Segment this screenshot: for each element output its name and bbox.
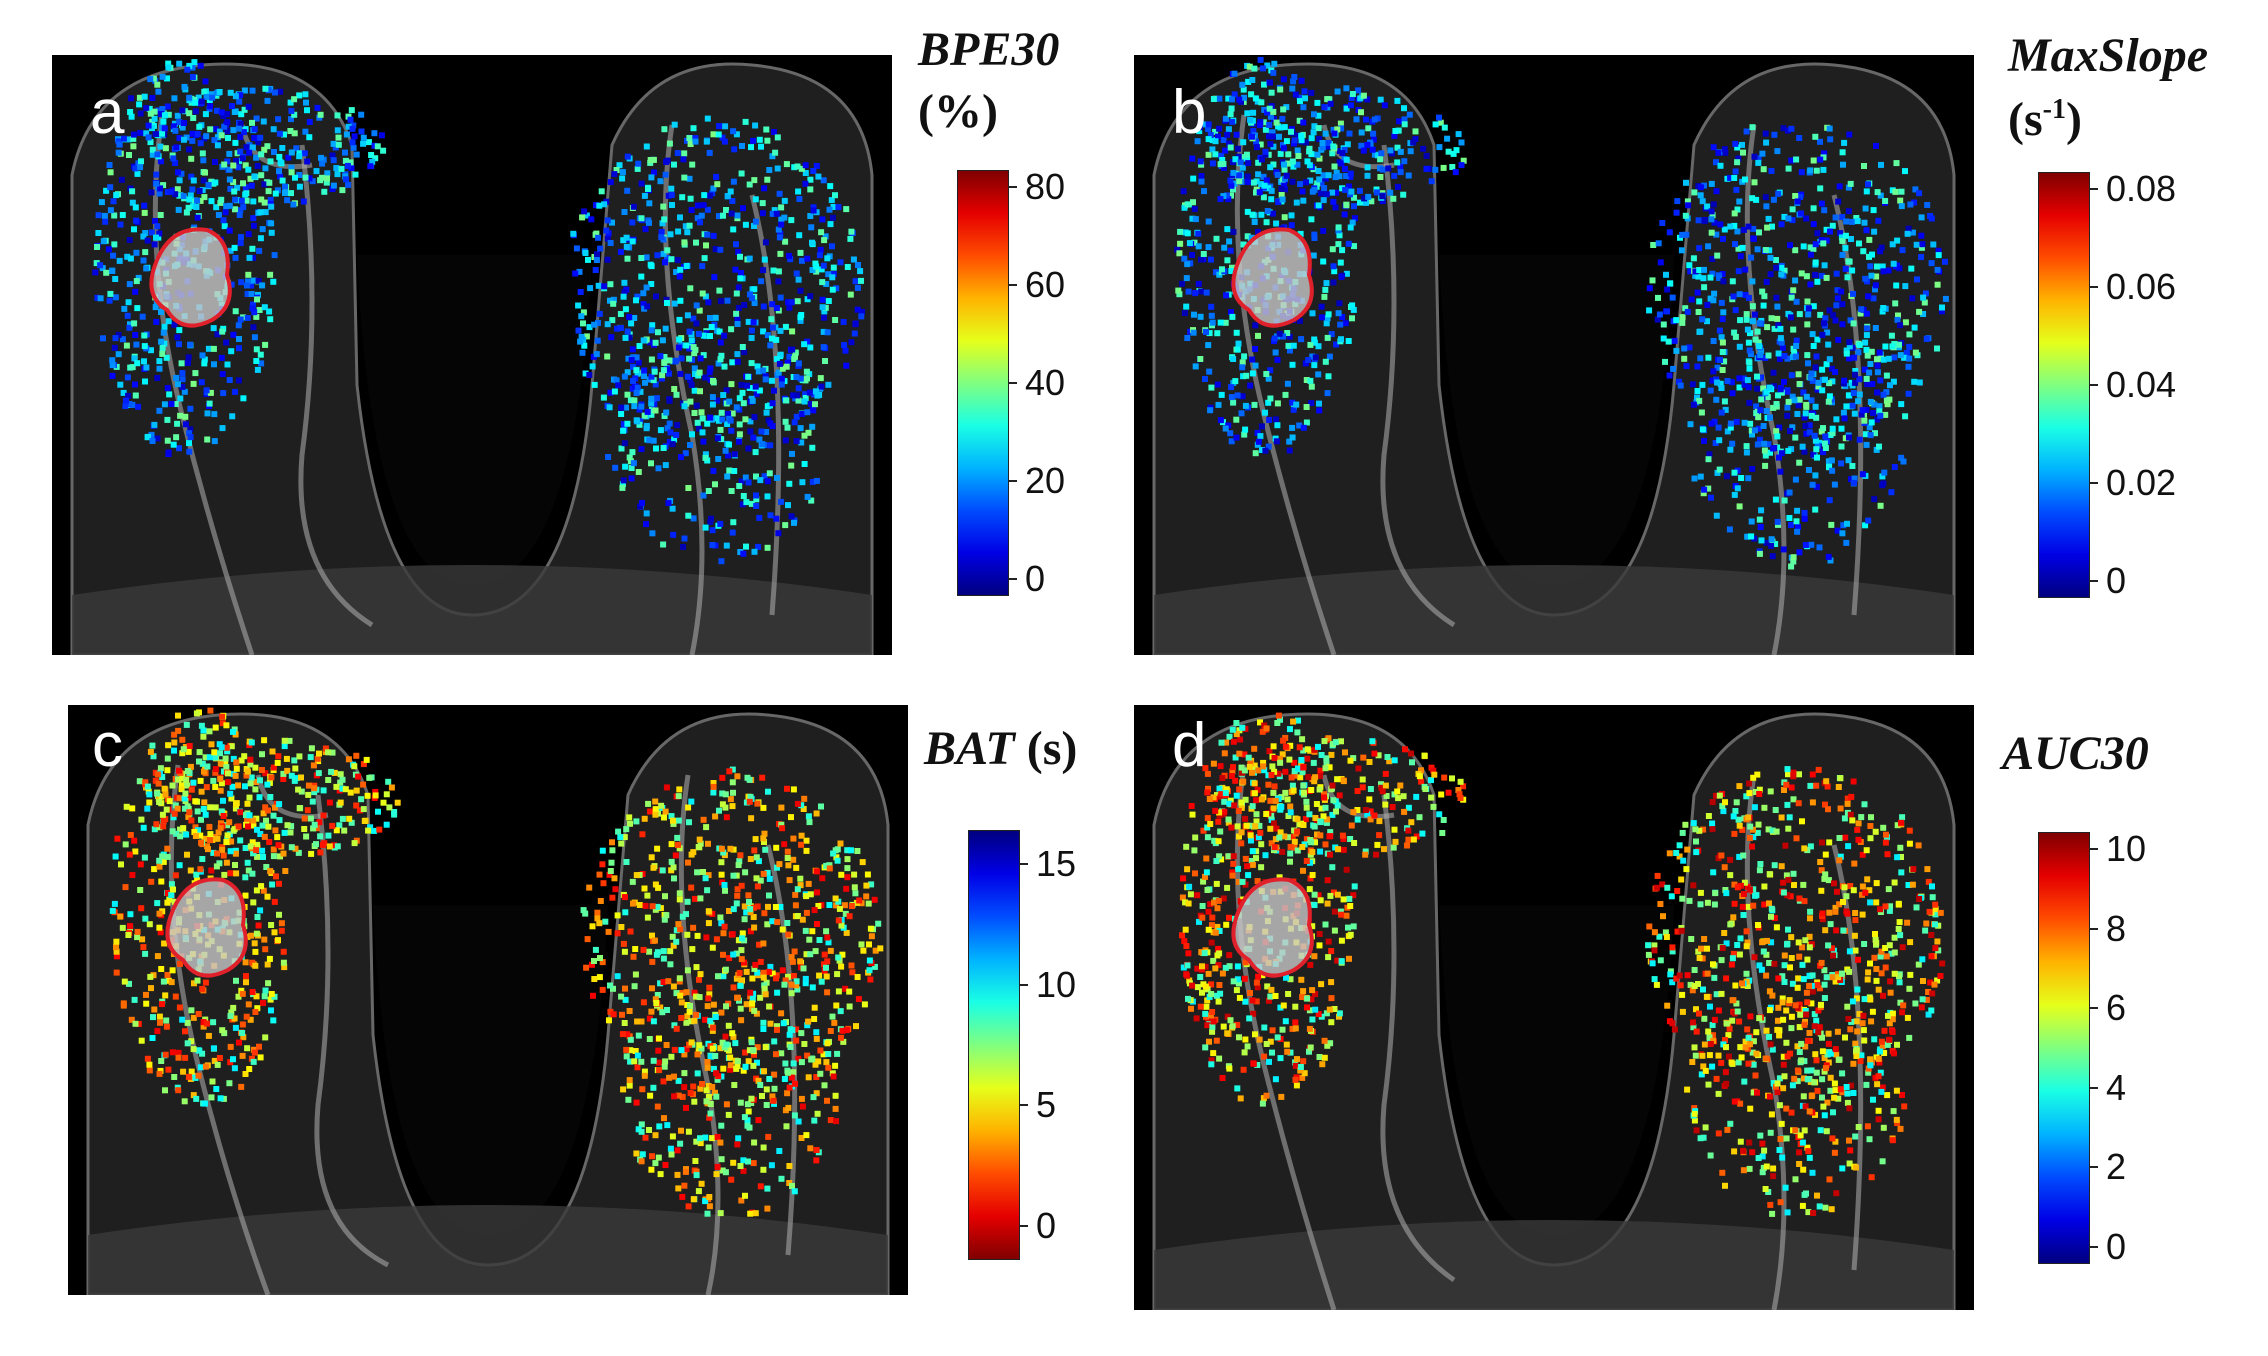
colorbar-unit-b: (s-1) [2008,93,2082,146]
colorbar-tick-mark [1020,1104,1028,1107]
colorbar-tick-mark [1009,186,1017,189]
colorbar-tick-label: 2 [2106,1146,2127,1188]
panel-label-d: d [1172,711,1207,780]
breast-mri-overlay [1152,712,1956,1310]
colorbar-tick-label: 10 [2106,828,2147,870]
colorbar-tick-mark [1020,983,1028,986]
colorbar-tick-label: 0.06 [2106,266,2177,308]
colorbar-tick-label: 0 [2106,1225,2127,1267]
colorbar-tick-label: 0.04 [2106,364,2177,405]
colorbar-tick-label: 15 [1036,843,1077,885]
colorbar-tick-mark [2090,481,2098,484]
breast-mri-overlay [1152,56,1956,655]
colorbar-tick-mark [1009,479,1017,482]
colorbar-tick-mark [1009,577,1017,580]
colorbar-tick-mark [2090,1007,2098,1010]
panel-label-c: c [92,711,123,780]
colorbar-tick-label: 0 [1025,557,1046,599]
colorbar-tick-label: 40 [1025,362,1066,403]
colorbar-tick-mark [1020,1224,1028,1227]
breast-mri-overlay [70,59,874,655]
colorbar-tick-mark [1020,863,1028,866]
colorbar-tick-label: 6 [2106,987,2127,1029]
colorbar-tick-label: 10 [1036,963,1077,1005]
colorbar-tick-mark [2090,927,2098,930]
colorbar-tick-label: 0 [2106,559,2127,601]
colorbar-d [2038,832,2090,1264]
colorbar-unit-a: (%) [918,85,998,138]
panel-label-a: a [90,78,125,147]
colorbar-c [968,830,1020,1260]
colorbar-title-a: BPE30 [918,23,1060,76]
colorbar-tick-label: 5 [1036,1084,1057,1126]
mri-image-c [68,705,908,1295]
colorbar-tick-label: 80 [1025,166,1066,208]
colorbar-tick-label: 8 [2106,907,2127,949]
colorbar-title-d: AUC30 [2002,727,2149,780]
colorbar-tick-mark [2090,286,2098,289]
colorbar-tick-mark [1009,382,1017,384]
colorbar-tick-mark [2090,579,2098,582]
colorbar-tick-mark [2090,1086,2098,1089]
colorbar-tick-label: 60 [1025,264,1066,306]
colorbar-tick-label: 20 [1025,459,1066,501]
colorbar-tick-label: 4 [2106,1066,2127,1108]
colorbar-tick-mark [2090,1166,2098,1169]
mri-image-d [1134,705,1974,1310]
mri-image-b [1134,55,1974,655]
colorbar-tick-mark [2090,384,2098,386]
colorbar-a [957,170,1009,596]
colorbar-title-c: BAT (s) [924,722,1078,775]
colorbar-tick-label: 0 [1036,1204,1057,1246]
breast-mri-overlay [86,707,890,1295]
colorbar-tick-label: 0.08 [2106,168,2177,210]
colorbar-tick-mark [2090,848,2098,851]
colorbar-tick-mark [2090,1245,2098,1248]
colorbar-tick-mark [2090,188,2098,191]
colorbar-title-b: MaxSlope [2008,29,2209,82]
panel-label-b: b [1172,78,1207,147]
colorbar-tick-mark [1009,284,1017,287]
colorbar-unit-c: (s) [1026,722,1078,775]
colorbar-b [2038,172,2090,598]
mri-image-a [52,55,892,655]
colorbar-tick-label: 0.02 [2106,461,2177,503]
